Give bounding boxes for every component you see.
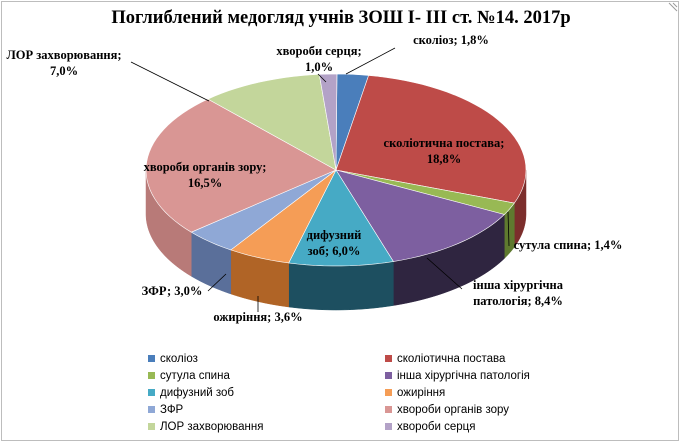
pie-slice-інша-хірургічна-патологія[interactable] — [335, 169, 505, 262]
legend-label: хвороби серця — [397, 420, 476, 433]
legend-label: ЗФР — [160, 403, 184, 416]
legend-swatch — [385, 423, 392, 430]
data-label-лор-захворювання: ЛОР захворювання; 7,0% — [6, 48, 121, 78]
data-label-хвороби-органів-зору: хвороби органів зору; 16,5% — [144, 160, 267, 190]
leader-line-сутула-спина — [507, 211, 510, 247]
leader-line-зфр — [207, 273, 227, 292]
pie-slice-хвороби-серця[interactable] — [318, 73, 338, 171]
legend-swatch — [148, 389, 155, 396]
legend-label: сколіоз — [160, 352, 198, 365]
legend-item-сколіотична-постава[interactable]: сколіотична постава — [385, 350, 585, 367]
legend-swatch — [148, 406, 155, 413]
pie-slice-хвороби-органів-зору[interactable] — [145, 98, 337, 233]
data-label-дифузний-зоб: дифузний зоб; 6,0% — [307, 228, 362, 258]
pie-slice-зфр[interactable] — [190, 169, 337, 251]
legend-item-ожиріння[interactable]: ожиріння — [385, 384, 585, 401]
pie-slice-сколіотична-постава[interactable] — [335, 75, 527, 204]
legend-label: ЛОР захворювання — [160, 420, 264, 433]
chart-resize-handle[interactable] — [668, 2, 678, 12]
legend-item-лор-захворювання[interactable]: ЛОР захворювання — [148, 418, 385, 435]
legend-item-хвороби-серця[interactable]: хвороби серця — [385, 418, 585, 435]
data-label-хвороби-серця: хвороби серця; 1,0% — [276, 44, 361, 74]
legend-swatch — [385, 406, 392, 413]
data-label-сколіотична-постава: сколіотична постава; 18,8% — [384, 136, 505, 166]
data-label-зфр: ЗФР; 3,0% — [142, 284, 203, 298]
legend-item-хвороби-органів-зору[interactable]: хвороби органів зору — [385, 401, 585, 418]
chart-legend: сколіоз сколіотична постава сутула спина ін… — [148, 350, 588, 435]
legend-label: ожиріння — [397, 386, 446, 399]
data-label-сколіоз: сколіоз; 1,8% — [413, 33, 489, 47]
data-label-ожиріння: ожиріння; 3,6% — [213, 310, 302, 324]
legend-swatch — [148, 355, 155, 362]
legend-item-інша-хірургічна-патологія[interactable]: інша хірургічна патологія — [385, 367, 585, 384]
legend-label: сколіотична постава — [397, 352, 506, 365]
data-label-інша-хірургічна-патологія: інша хірургічна патологія; 8,4% — [473, 278, 564, 308]
legend-item-дифузний-зоб[interactable]: дифузний зоб — [148, 384, 385, 401]
legend-label: дифузний зоб — [160, 386, 235, 399]
legend-item-зфр[interactable]: ЗФР — [148, 401, 385, 418]
legend-label: інша хірургічна патологія — [397, 369, 530, 382]
pie-slice-дифузний-зоб[interactable] — [288, 169, 394, 267]
chart-title: Поглиблений медогляд учнів ЗОШ І- ІІІ ст… — [111, 8, 571, 28]
legend-item-сутула-спина[interactable]: сутула спина — [148, 367, 385, 384]
legend-swatch — [148, 423, 155, 430]
legend-label: сутула спина — [160, 369, 230, 382]
legend-swatch — [148, 372, 155, 379]
legend-label: хвороби органів зору — [397, 403, 510, 416]
pie-side-дифузний-зоб — [288, 261, 394, 311]
legend-swatch — [385, 355, 392, 362]
legend-swatch — [385, 389, 392, 396]
leader-line-сколіоз — [345, 47, 396, 75]
leader-line-хвороби-серця — [317, 73, 327, 83]
pie-slice-ожиріння[interactable] — [230, 169, 337, 264]
legend-swatch — [385, 372, 392, 379]
leader-line-інша-хірургічна-патологія — [426, 257, 463, 290]
pie-slice-лор-захворювання[interactable] — [207, 74, 337, 171]
data-label-сутула-спина: сутула спина; 1,4% — [514, 238, 623, 252]
leader-line-лор-захворювання — [130, 61, 210, 102]
legend-item-сколіоз[interactable]: сколіоз — [148, 350, 385, 367]
